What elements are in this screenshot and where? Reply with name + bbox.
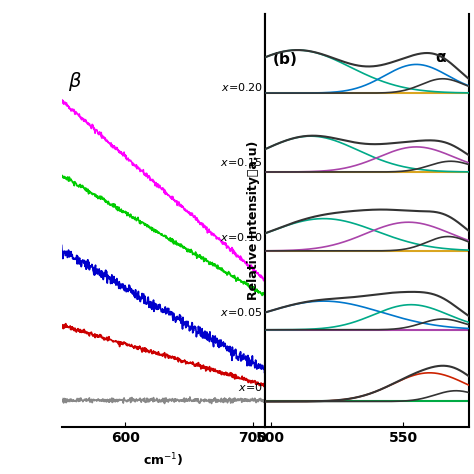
Text: $x\!=\!0.20$: $x\!=\!0.20$ — [220, 81, 263, 93]
Text: $\bf{(b)}$: $\bf{(b)}$ — [272, 50, 298, 68]
Text: $x\!=\!0.10$: $x\!=\!0.10$ — [220, 231, 263, 243]
Text: $\bf{\alpha}$: $\bf{\alpha}$ — [435, 50, 447, 65]
X-axis label: cm$^{-1}$): cm$^{-1}$) — [143, 451, 184, 469]
Text: $\beta$: $\beta$ — [68, 71, 82, 93]
Text: $x\!=\!0.15$: $x\!=\!0.15$ — [220, 156, 263, 168]
Y-axis label: Relative Intensity（a.u): Relative Intensity（a.u) — [247, 141, 260, 300]
Text: $x\!=\!0.05$: $x\!=\!0.05$ — [220, 306, 263, 318]
Text: $x\!=\!0$: $x\!=\!0$ — [237, 381, 263, 393]
